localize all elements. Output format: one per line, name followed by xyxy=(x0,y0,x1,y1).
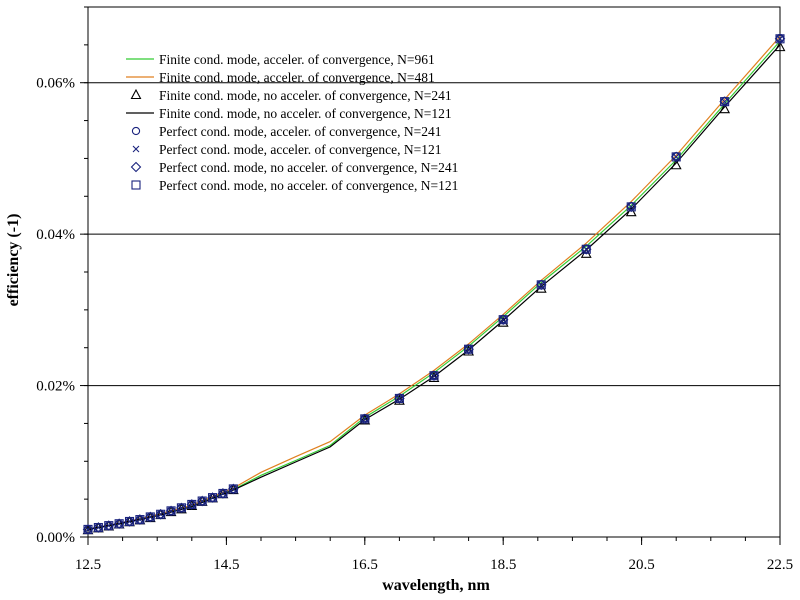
legend-label: Perfect cond. mode, acceler. of converge… xyxy=(159,124,442,139)
legend-swatch-cross xyxy=(132,145,140,153)
data-point-square xyxy=(197,496,207,506)
legend-item-3: Finite cond. mode, no acceler. of conver… xyxy=(126,106,452,121)
data-point-square xyxy=(166,506,176,516)
legend-item-1: Finite cond. mode, acceler. of convergen… xyxy=(126,70,435,85)
data-point-triangle xyxy=(719,103,731,114)
data-point-square xyxy=(176,503,186,513)
data-point-square xyxy=(498,315,508,325)
data-point-square xyxy=(536,280,546,290)
data-point-square xyxy=(581,244,591,254)
data-series xyxy=(82,33,786,535)
data-point-square xyxy=(429,371,439,381)
data-point-square xyxy=(104,521,114,531)
legend-item-7: Perfect cond. mode, no acceler. of conve… xyxy=(131,178,458,193)
y-axis-title: efficiency (-1) xyxy=(5,214,22,307)
data-point-triangle xyxy=(625,206,637,217)
data-point-square xyxy=(208,493,218,503)
legend-swatch-circle xyxy=(131,126,141,136)
data-point-square xyxy=(156,509,166,519)
series-markers-square xyxy=(83,34,785,534)
data-point-triangle xyxy=(670,159,682,170)
legend-label: Finite cond. mode, acceler. of convergen… xyxy=(159,52,435,67)
legend-label: Perfect cond. mode, acceler. of converge… xyxy=(159,142,442,157)
y-tick-label: 0.06% xyxy=(36,76,75,92)
legend-label: Perfect cond. mode, no acceler. of conve… xyxy=(159,178,458,193)
data-point-square xyxy=(145,512,155,522)
legend-label: Perfect cond. mode, no acceler. of conve… xyxy=(159,160,458,175)
legend-item-5: Perfect cond. mode, acceler. of converge… xyxy=(132,142,442,157)
x-tick-label: 16.5 xyxy=(352,557,378,573)
data-point-square xyxy=(464,344,474,354)
data-point-square xyxy=(124,516,135,527)
legend-item-6: Perfect cond. mode, no acceler. of conve… xyxy=(130,160,458,175)
data-point-square xyxy=(218,488,228,499)
x-tick-label: 20.5 xyxy=(628,557,654,573)
data-point-square xyxy=(228,484,238,494)
y-tick-label: 0.02% xyxy=(36,379,75,395)
data-point-square xyxy=(775,34,785,44)
legend-swatch-diamond xyxy=(130,161,142,173)
data-point-square xyxy=(93,522,103,533)
x-axis-title: wavelength, nm xyxy=(382,577,490,594)
x-tick-label: 18.5 xyxy=(490,557,516,573)
gridlines xyxy=(88,82,780,387)
data-point-square xyxy=(83,524,93,534)
y-tick-label: 0.00% xyxy=(36,530,75,546)
data-point-square xyxy=(626,202,636,212)
axes: 0.00% 0.02% 0.04% 0.06% 12.5 14.5 16.5 18.5 20.5… xyxy=(36,6,793,573)
data-point-square xyxy=(671,152,681,162)
legend-label: Finite cond. mode, no acceler. of conver… xyxy=(159,106,452,121)
legend-label: Finite cond. mode, no acceler. of conver… xyxy=(159,88,452,103)
legend-item-4: Perfect cond. mode, acceler. of converge… xyxy=(131,124,442,139)
legend-item-0: Finite cond. mode, acceler. of convergen… xyxy=(126,52,435,67)
legend-label: Finite cond. mode, acceler. of convergen… xyxy=(159,70,435,85)
data-point-square xyxy=(720,97,730,107)
legend-swatch-triangle xyxy=(130,88,142,100)
data-point-square xyxy=(135,515,145,525)
data-point-square xyxy=(360,414,370,424)
x-tick-label: 14.5 xyxy=(213,557,239,573)
legend-swatch-square xyxy=(131,180,141,190)
x-tick-label: 22.5 xyxy=(767,557,793,573)
data-point-square xyxy=(114,519,124,529)
data-point-square xyxy=(394,393,404,403)
data-point-square xyxy=(187,499,197,509)
x-tick-label: 12.5 xyxy=(75,557,101,573)
legend-item-2: Finite cond. mode, no acceler. of conver… xyxy=(130,88,452,103)
data-point-triangle xyxy=(774,40,786,52)
y-tick-label: 0.04% xyxy=(36,227,75,243)
data-point-triangle xyxy=(535,282,547,293)
legend: Finite cond. mode, acceler. of convergen… xyxy=(126,52,458,193)
